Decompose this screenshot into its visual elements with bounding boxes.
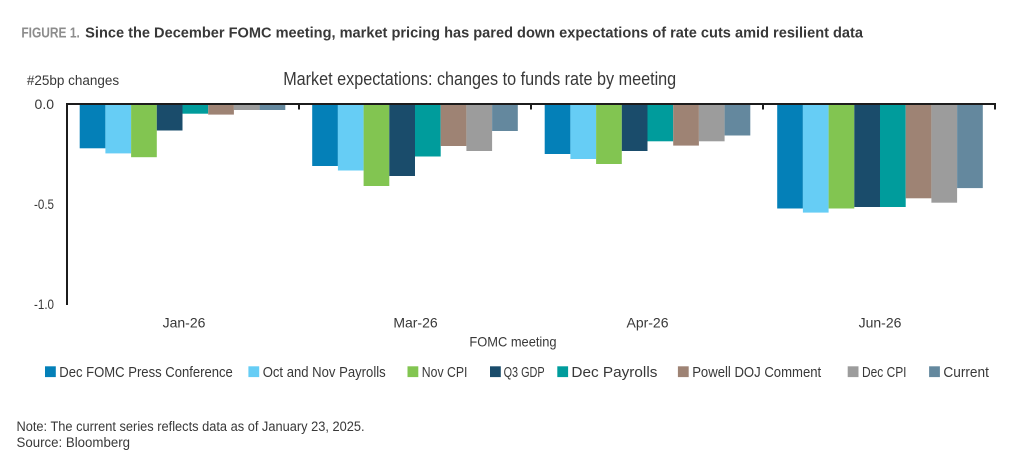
svg-text:-1.0: -1.0	[34, 296, 54, 312]
svg-text:Source: Bloomberg: Source: Bloomberg	[17, 435, 131, 450]
svg-text:Since the December FOMC meetin: Since the December FOMC meeting, market …	[85, 26, 864, 42]
svg-text:Mar-26: Mar-26	[393, 315, 438, 331]
svg-text:Nov CPI: Nov CPI	[422, 365, 468, 381]
svg-text:Dec Payrolls: Dec Payrolls	[571, 365, 657, 381]
svg-text:Jan-26: Jan-26	[163, 315, 206, 331]
svg-text:Oct and Nov Payrolls: Oct and Nov Payrolls	[263, 365, 386, 381]
svg-text:Q3 GDP: Q3 GDP	[504, 365, 545, 381]
svg-text:FOMC meeting: FOMC meeting	[469, 334, 556, 350]
svg-text:Dec FOMC Press Conference: Dec FOMC Press Conference	[59, 365, 233, 381]
svg-text:Market expectations: changes t: Market expectations: changes to funds ra…	[283, 68, 676, 89]
svg-text:#25bp changes: #25bp changes	[27, 73, 120, 88]
svg-text:Note: The current series refle: Note: The current series reflects data a…	[17, 419, 365, 434]
svg-text:0.0: 0.0	[35, 96, 55, 112]
svg-text:Jun-26: Jun-26	[859, 315, 902, 331]
svg-text:Current: Current	[943, 365, 989, 381]
svg-text:Apr-26: Apr-26	[626, 315, 668, 331]
svg-text:Dec CPI: Dec CPI	[862, 365, 907, 381]
svg-text:Powell DOJ Comment: Powell DOJ Comment	[692, 365, 821, 381]
svg-text:-0.5: -0.5	[34, 196, 54, 212]
svg-text:FIGURE 1.: FIGURE 1.	[21, 26, 79, 42]
